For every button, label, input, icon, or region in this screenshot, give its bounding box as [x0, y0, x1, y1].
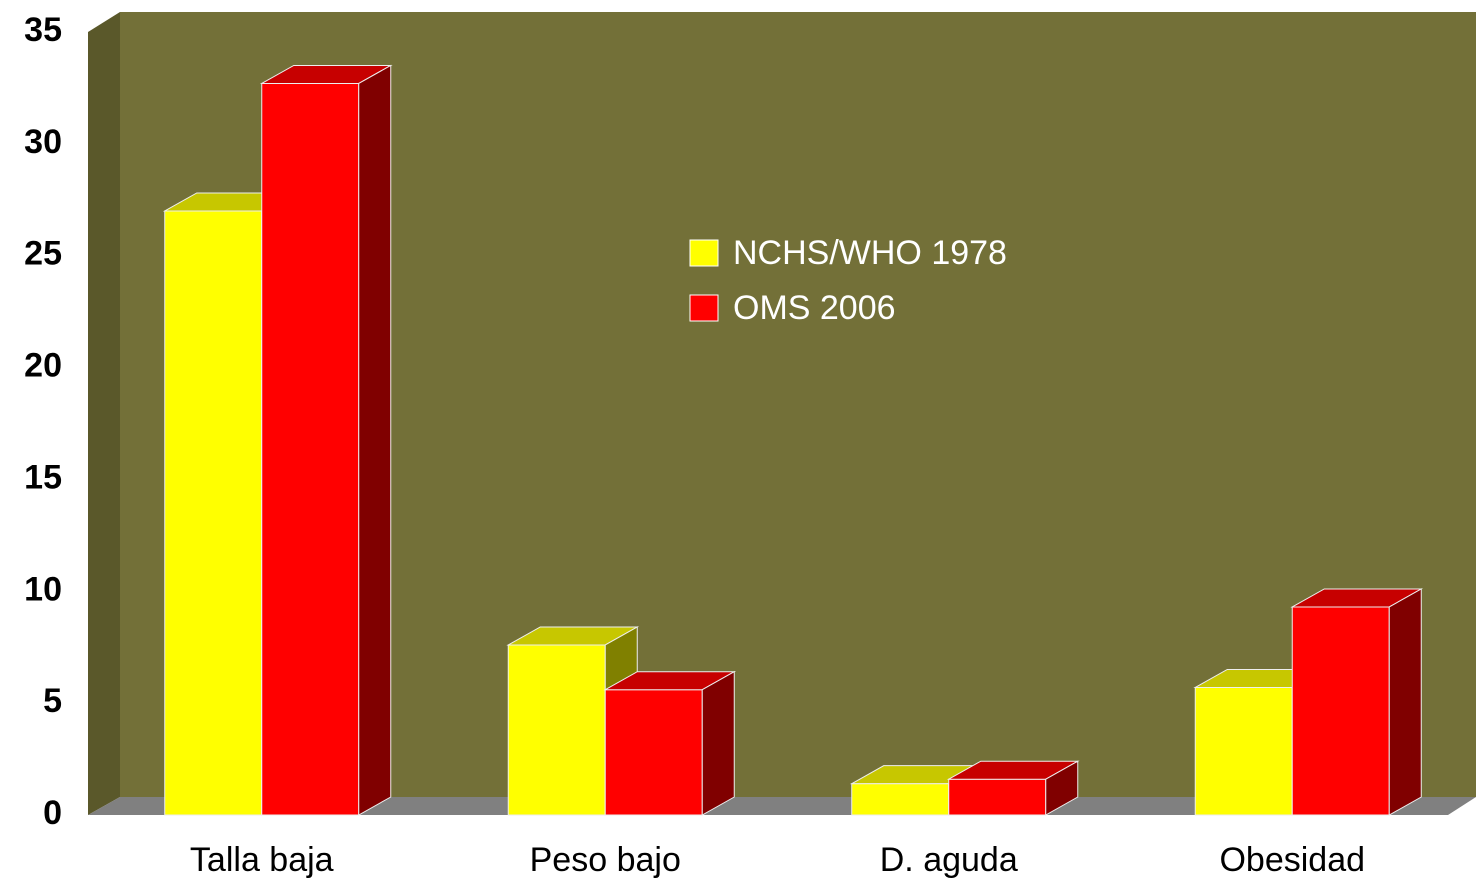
legend-swatch	[689, 294, 719, 322]
bar	[507, 644, 606, 816]
bar	[851, 783, 950, 816]
legend-swatch	[689, 239, 719, 267]
floor	[88, 797, 1476, 815]
legend-label: OMS 2006	[733, 289, 896, 327]
y-tick-label: 30	[24, 123, 62, 161]
bar	[948, 778, 1047, 816]
y-tick-label: 10	[24, 570, 62, 608]
bar-side	[1045, 760, 1079, 816]
back-wall	[120, 12, 1476, 797]
bar-side	[1388, 588, 1422, 816]
y-tick-label: 5	[43, 682, 62, 720]
side-wall	[88, 12, 120, 815]
x-tick-label: Peso bajo	[530, 841, 681, 879]
x-tick-label: Obesidad	[1219, 841, 1365, 879]
bar-side	[701, 670, 735, 816]
y-tick-label: 35	[24, 11, 62, 49]
bar	[1194, 686, 1293, 816]
bar	[604, 689, 703, 816]
y-tick-label: 0	[43, 794, 62, 832]
x-tick-label: D. aguda	[880, 841, 1018, 879]
bar	[1291, 606, 1390, 816]
x-tick-label: Talla baja	[190, 841, 334, 879]
y-tick-label: 25	[24, 235, 62, 273]
y-tick-label: 15	[24, 458, 62, 496]
bar-side	[358, 64, 392, 816]
bar	[164, 210, 263, 816]
legend-label: NCHS/WHO 1978	[733, 234, 1007, 272]
bar	[261, 82, 360, 816]
y-tick-label: 20	[24, 347, 62, 385]
